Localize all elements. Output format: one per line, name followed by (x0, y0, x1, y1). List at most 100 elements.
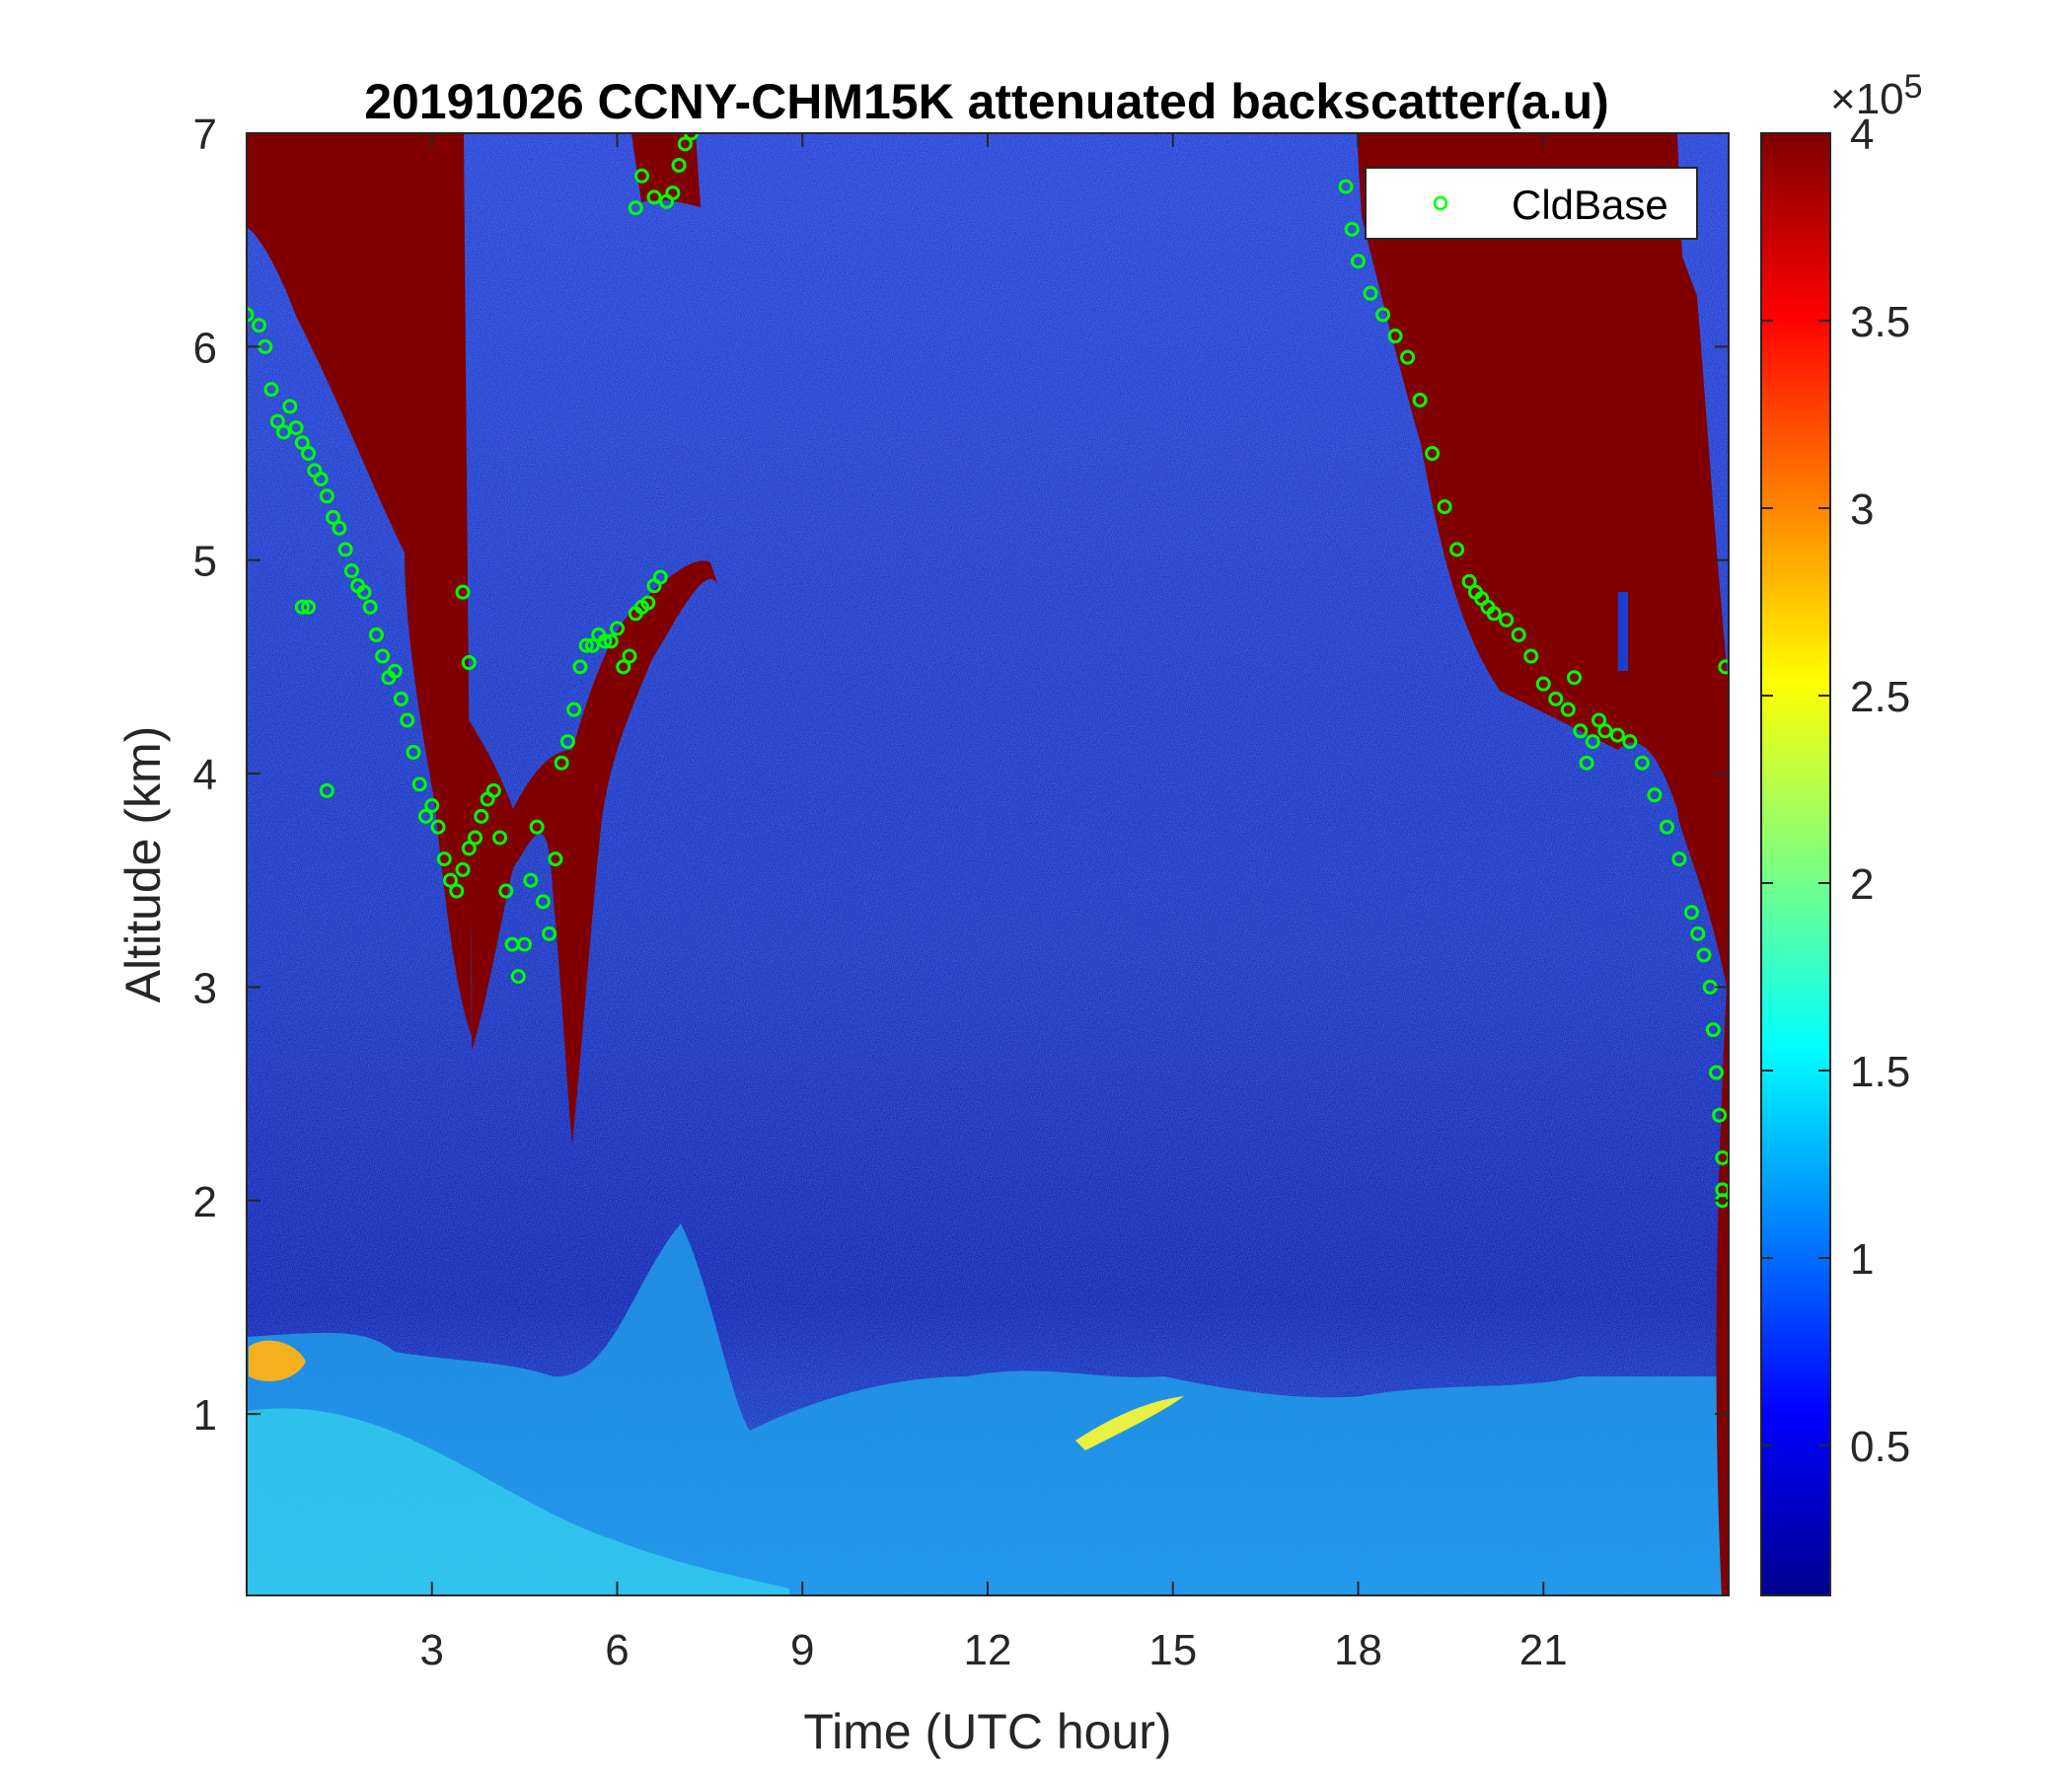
x-axis: 3 6 9 12 15 18 21 (420, 133, 1568, 1674)
cldbase-point (319, 782, 334, 798)
cldbase-point (406, 744, 421, 760)
cldbase-point (1412, 392, 1428, 407)
boundary-layer-aerosol (247, 1223, 1729, 1595)
cldbase-point (485, 782, 501, 798)
cldbase-point (1622, 734, 1638, 750)
cldbase-point (1634, 755, 1650, 771)
y-tick-label: 1 (193, 1391, 217, 1440)
cldbase-point (1591, 712, 1607, 728)
aerosol-streak (1075, 1396, 1184, 1450)
cldbase-point (1499, 612, 1515, 628)
cldbase-point (375, 648, 391, 664)
cldbase-point (424, 798, 440, 814)
cldbase-point (332, 520, 347, 536)
cldbase-point (411, 777, 427, 792)
cldbase-point (610, 621, 625, 636)
cldbase-point (461, 655, 477, 671)
cldbase-point (313, 471, 329, 486)
cldbase-point (368, 627, 384, 642)
cldbase-point (1690, 925, 1706, 941)
colorbar-exponent-power: 5 (1904, 68, 1923, 106)
cldbase-point (1647, 787, 1663, 803)
cldbase-point (474, 808, 489, 824)
cldbase-point (263, 382, 279, 398)
cldbase-point (616, 659, 631, 675)
cldbase-point (455, 861, 471, 877)
cldbase-point (1461, 573, 1477, 589)
cldbase-point (1548, 691, 1564, 706)
cldbase-point (684, 133, 700, 141)
x-tick-label: 18 (1334, 1626, 1382, 1674)
colorbar: 0.5 1 1.5 2 2.5 3 3.5 4 ×105 (1760, 68, 1923, 1596)
colorbar-tick-label: 3 (1850, 485, 1874, 534)
y-tick-label: 6 (193, 324, 217, 372)
cloud-region-early-a (247, 133, 472, 1036)
cldbase-point (1437, 499, 1452, 515)
cldbase-point (652, 569, 668, 585)
cldbase-point (1449, 542, 1465, 557)
cldbase-point (1523, 648, 1539, 664)
cldbase-point (1609, 727, 1625, 743)
cldbase-point (1375, 307, 1391, 323)
cldbase-point (1597, 723, 1613, 739)
cldbase-point (578, 637, 594, 653)
chart-title: 20191026 CCNY-CHM15K attenuated backscat… (364, 74, 1609, 129)
cldbase-point (634, 168, 650, 184)
x-tick-label: 9 (790, 1626, 814, 1674)
cldbase-point (1400, 349, 1416, 365)
cldbase-point (559, 734, 575, 750)
colorbar-exponent: ×105 (1830, 68, 1923, 123)
cldbase-point (468, 830, 483, 846)
cldbase-point (566, 702, 582, 717)
cldbase-point (529, 819, 545, 835)
cldbase-point (1708, 1065, 1724, 1080)
y-tick-label: 5 (193, 538, 217, 586)
cldbase-point (628, 200, 643, 216)
cldbase-point (498, 883, 514, 899)
colorbar-tick-label: 2 (1850, 860, 1874, 909)
cldbase-point (671, 157, 687, 173)
cldbase-point (1567, 670, 1583, 686)
cldbase-point (436, 851, 452, 867)
cldbase-point (301, 446, 317, 462)
y-tick-label: 4 (193, 751, 217, 799)
cldbase-point (1344, 221, 1360, 237)
cldbase-point (269, 413, 285, 429)
cldbase-point (1338, 179, 1354, 194)
cldbase-point (1718, 659, 1729, 675)
cldbase-point (523, 872, 539, 888)
legend-box (1365, 167, 1698, 240)
cldbase-point (319, 488, 334, 504)
cldbase-point (554, 755, 569, 771)
cldbase-markers (247, 133, 1729, 1209)
cldbase-point (646, 189, 662, 205)
colorbar-tick-label: 1 (1850, 1235, 1874, 1284)
plot-area (247, 133, 1729, 1595)
cldbase-point (1511, 627, 1526, 642)
x-tick-label: 21 (1519, 1626, 1568, 1674)
near-surface-aerosol (247, 1408, 789, 1595)
colorbar-tick-label: 0.5 (1850, 1423, 1910, 1471)
cldbase-point (510, 969, 526, 985)
colorbar-tick-label: 4 (1850, 111, 1874, 159)
cldbase-point (1560, 702, 1576, 717)
cldbase-point (1425, 446, 1441, 462)
cldbase-point (1696, 947, 1712, 963)
cldbase-point (362, 599, 378, 615)
cldbase-point (1585, 734, 1600, 750)
x-tick-label: 3 (420, 1626, 444, 1674)
cldbase-point (572, 659, 588, 675)
cldbase-point (603, 633, 619, 649)
y-axis-label: Altitude (km) (115, 726, 171, 1003)
cldbase-point (294, 599, 310, 615)
cldbase-point (356, 584, 372, 600)
cldbase-point (1573, 723, 1589, 739)
cldbase-point (400, 712, 415, 728)
y-tick-label: 2 (193, 1178, 217, 1226)
colorbar-ticks: 0.5 1 1.5 2 2.5 3 3.5 4 (1761, 111, 1910, 1471)
cldbase-point (492, 830, 508, 846)
cloud-region-late (1357, 133, 1729, 1595)
cldbase-point (1683, 905, 1699, 921)
legend[interactable]: CldBase (1365, 167, 1698, 240)
